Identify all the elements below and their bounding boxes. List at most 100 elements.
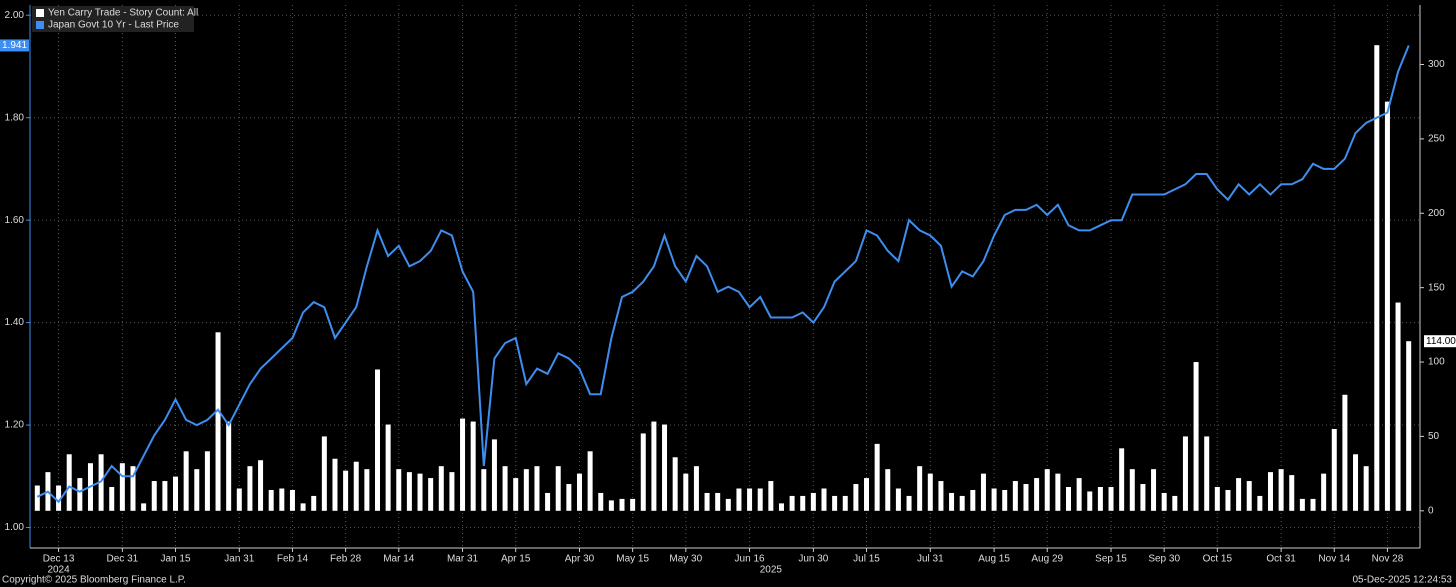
- bar: [1236, 478, 1242, 511]
- x-tick-label: Dec 13: [43, 554, 75, 565]
- bar: [693, 466, 699, 511]
- bar: [810, 492, 816, 511]
- bar: [141, 503, 147, 511]
- bar: [109, 487, 115, 511]
- bar: [1214, 487, 1220, 511]
- bar: [874, 443, 880, 511]
- bar: [1384, 101, 1390, 511]
- bar: [1267, 472, 1273, 511]
- y2-tick-label: 200: [1428, 208, 1445, 219]
- bar: [226, 421, 232, 511]
- bar: [768, 481, 774, 511]
- bar: [1055, 473, 1061, 511]
- bar: [321, 436, 327, 511]
- bar: [927, 473, 933, 511]
- bar: [385, 424, 391, 511]
- bar: [1353, 454, 1359, 511]
- x-tick-label: Jun 16: [735, 554, 765, 565]
- bar: [555, 466, 561, 511]
- bar: [1129, 469, 1135, 511]
- bar: [1257, 495, 1263, 511]
- y2-tick-label: 250: [1428, 134, 1445, 145]
- x-tick-label: Jun 30: [798, 554, 828, 565]
- x-tick-label: Jul 31: [917, 554, 944, 565]
- x-tick-label: Mar 31: [447, 554, 479, 565]
- bar: [598, 492, 604, 511]
- bar: [173, 476, 179, 511]
- legend-swatch: [36, 9, 44, 17]
- bar: [842, 495, 848, 511]
- x-tick-label: Oct 15: [1203, 554, 1233, 565]
- bar: [183, 451, 189, 511]
- y-tick-label: 1.60: [5, 215, 25, 226]
- bar: [375, 369, 380, 511]
- legend-box: [32, 6, 194, 32]
- bar: [1331, 428, 1337, 511]
- bar: [1108, 487, 1114, 511]
- bar: [534, 466, 540, 511]
- bar: [470, 421, 476, 511]
- bar: [1140, 484, 1146, 511]
- bar: [619, 498, 625, 511]
- bar: [130, 466, 136, 511]
- x-tick-label: Oct 31: [1266, 554, 1296, 565]
- x-tick-label: Apr 15: [501, 554, 531, 565]
- bar: [917, 466, 923, 511]
- bar: [449, 472, 455, 511]
- y-tick-label: 2.00: [5, 10, 25, 21]
- bar: [853, 484, 859, 511]
- bar: [672, 457, 678, 511]
- bar: [343, 470, 349, 511]
- footer-left: Copyright© 2025 Bloomberg Finance L.P.: [2, 575, 186, 586]
- bar: [353, 461, 359, 511]
- bar: [757, 488, 763, 511]
- bar: [247, 466, 253, 511]
- x-tick-label: Jul 15: [853, 554, 880, 565]
- x-tick-label: Sep 15: [1095, 554, 1127, 565]
- bar: [417, 473, 423, 511]
- bar: [747, 488, 753, 511]
- x-tick-label: Sep 30: [1148, 554, 1180, 565]
- bar: [204, 451, 210, 511]
- last-value-label: 1.941: [2, 40, 27, 51]
- bar: [502, 466, 508, 511]
- bar: [980, 473, 986, 511]
- bar: [864, 478, 870, 511]
- bar: [194, 469, 200, 511]
- legend-label: Japan Govt 10 Yr - Last Price: [48, 20, 179, 31]
- bar: [1182, 436, 1188, 511]
- bar: [1076, 478, 1082, 511]
- bar: [1172, 495, 1178, 511]
- bar: [1034, 478, 1040, 511]
- y2-tick-label: 0: [1428, 505, 1434, 516]
- x-tick-label: Jan 15: [160, 554, 190, 565]
- bar: [268, 489, 274, 511]
- bar: [428, 478, 434, 511]
- y-tick-label: 1.00: [5, 522, 25, 533]
- x-tick-label: Jan 31: [224, 554, 254, 565]
- bar: [906, 495, 912, 511]
- x-tick-label: Apr 30: [565, 554, 595, 565]
- y-tick-label: 1.80: [5, 112, 25, 123]
- bar: [640, 433, 646, 511]
- bar: [300, 503, 306, 511]
- bar: [715, 492, 721, 511]
- bar: [725, 498, 731, 511]
- bar: [98, 454, 104, 511]
- bar: [513, 478, 519, 511]
- x-tick-label: Aug 29: [1031, 554, 1063, 565]
- bar: [736, 488, 742, 511]
- bar: [545, 492, 551, 511]
- last-value-label: 114.00: [1426, 336, 1456, 347]
- bar: [236, 488, 242, 511]
- bar: [34, 485, 40, 511]
- bar: [119, 463, 125, 511]
- bar: [832, 495, 838, 511]
- bar: [662, 424, 668, 511]
- bar: [789, 495, 795, 511]
- bar: [938, 481, 944, 511]
- y-tick-label: 1.40: [5, 317, 25, 328]
